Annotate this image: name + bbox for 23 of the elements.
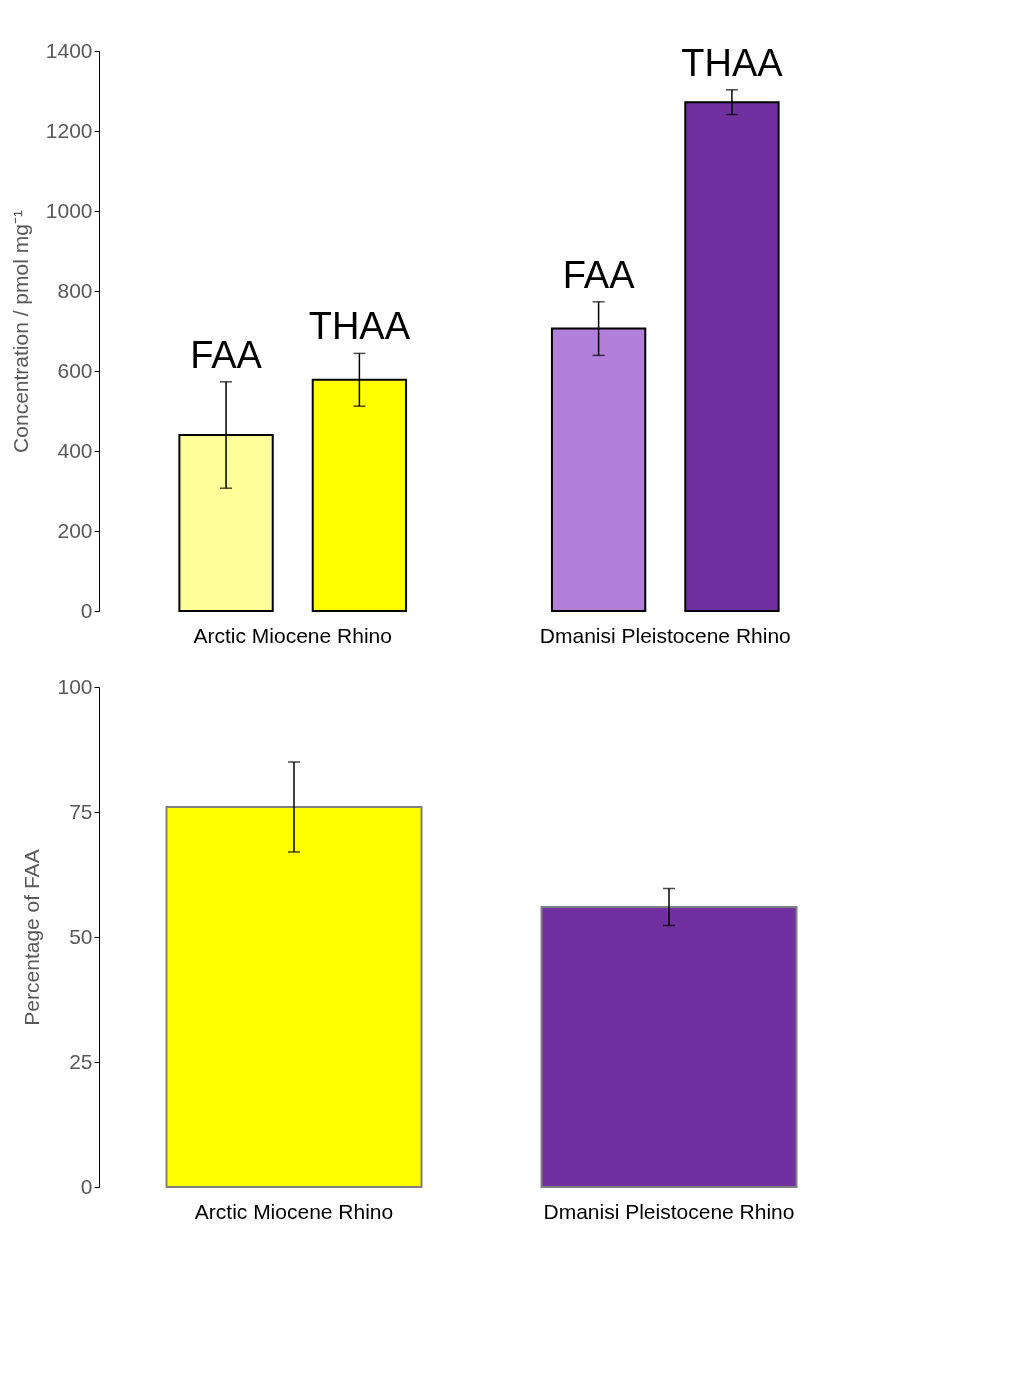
- y-tick-label: 0: [80, 598, 93, 622]
- y-axis-title: Percentage of FAA: [20, 849, 44, 1026]
- y-tick-label: 400: [57, 438, 93, 462]
- y-tick-label: 1000: [45, 198, 93, 222]
- y-tick-label: 25: [69, 1049, 93, 1073]
- y-tick-label: 75: [69, 799, 93, 823]
- y-tick-label: 100: [57, 674, 93, 698]
- series-label: THAA: [681, 41, 784, 84]
- y-tick-label: 1400: [45, 38, 93, 62]
- y-axis-title: Concentration / pmol mg⁻¹: [8, 210, 32, 453]
- y-tick-label: 200: [57, 518, 93, 542]
- x-tick-label: Dmanisi Pleistocene Rhino: [543, 1199, 795, 1223]
- series-label: FAA: [562, 253, 636, 296]
- y-tick-label: 50: [69, 924, 93, 948]
- x-tick-label: Arctic Miocene Rhino: [194, 1199, 394, 1223]
- text: THAA: [308, 305, 411, 348]
- x-tick-label: Arctic Miocene Rhino: [193, 623, 392, 647]
- text: FAA: [190, 333, 262, 376]
- y-tick-label: 1200: [45, 118, 93, 142]
- y-tick-label: 600: [57, 358, 93, 382]
- y-tick-label: 800: [57, 278, 93, 302]
- y-tick-label: 0: [80, 1174, 93, 1198]
- x-tick-label: Dmanisi Pleistocene Rhino: [539, 623, 791, 647]
